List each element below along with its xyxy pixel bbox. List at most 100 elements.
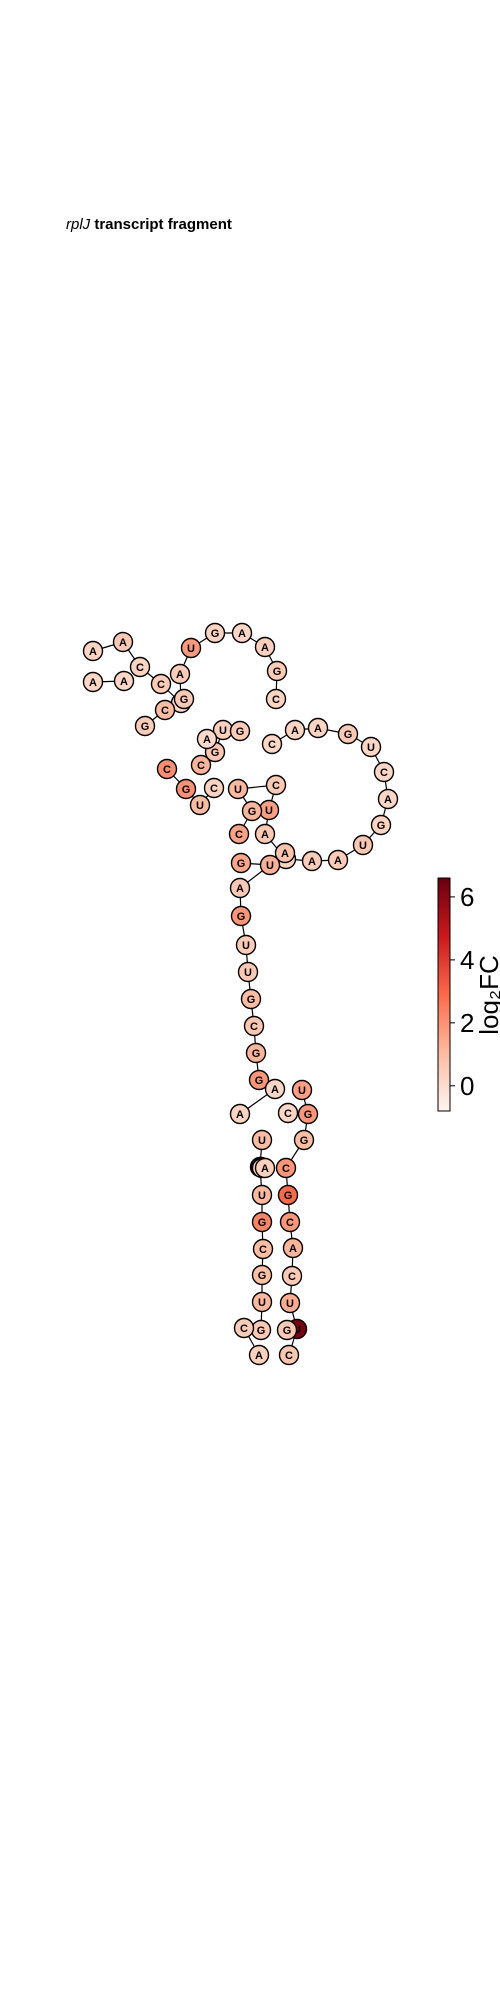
nucleotide-letter: C xyxy=(235,829,243,841)
nucleotide-circle xyxy=(230,852,252,874)
nucleotide-circle xyxy=(229,877,251,899)
nucleotide-letter: U xyxy=(367,742,375,754)
nucleotide-letter: G xyxy=(257,1325,266,1337)
nucleotide-letter: G xyxy=(211,628,220,640)
nucleotide-circle xyxy=(277,1102,299,1124)
nucleotide-circle xyxy=(82,671,104,693)
nucleotide-letter: C xyxy=(286,1217,294,1229)
nucleotide-circle xyxy=(227,778,249,800)
nucleotide-c: C xyxy=(275,1157,297,1179)
nucleotide-c: C xyxy=(261,733,283,755)
nucleotide-letter: A xyxy=(261,1163,269,1175)
nucleotide-g: G xyxy=(337,723,359,745)
nucleotide-g: G xyxy=(134,715,156,737)
nucleotide-c: C xyxy=(278,1344,300,1366)
nucleotide-a: A xyxy=(169,663,191,685)
nucleotide-c: C xyxy=(154,699,176,721)
nucleotide-letter: A xyxy=(119,637,127,649)
nucleotide-letter: C xyxy=(259,1244,267,1256)
nucleotide-circle xyxy=(129,656,151,678)
nucleotide-circle xyxy=(265,688,287,710)
nucleotide-letter: A xyxy=(289,1243,297,1255)
nucleotide-c: C xyxy=(373,761,395,783)
nucleotide-letter: U xyxy=(244,967,252,979)
nucleotide-letter: G xyxy=(237,911,246,923)
colorbar-tick-label: 4 xyxy=(460,945,474,975)
nucleotide-letter: A xyxy=(176,669,184,681)
nucleotide-circle xyxy=(243,1015,265,1037)
nucleotide-circle xyxy=(175,778,197,800)
nucleotide-circle xyxy=(248,1344,270,1366)
nucleotide-circle xyxy=(284,719,306,741)
nucleotide-letter: A xyxy=(291,725,299,737)
nucleotide-c: C xyxy=(265,688,287,710)
nucleotide-circle xyxy=(293,1129,315,1151)
title-text: transcript fragment xyxy=(90,216,232,233)
nucleotide-letter: G xyxy=(141,721,150,733)
nucleotide-letter: G xyxy=(237,858,246,870)
nucleotide-a: A xyxy=(248,1344,270,1366)
nucleotide-circle xyxy=(278,1344,300,1366)
nucleotide-letter: A xyxy=(334,855,342,867)
colorbar-tick-label: 2 xyxy=(460,1008,474,1038)
figure-title: rplJ transcript fragment xyxy=(66,216,232,233)
nucleotide-a: A xyxy=(377,788,399,810)
nucleotide-letter: A xyxy=(89,646,97,658)
nucleotide-c: C xyxy=(203,777,225,799)
nucleotide-circle xyxy=(231,622,253,644)
nucleotide-letter: C xyxy=(285,1350,293,1362)
nucleotide-circle xyxy=(277,1184,299,1206)
nucleotide-letter: A xyxy=(255,1350,263,1362)
nucleotide-circle xyxy=(245,1042,267,1064)
nucleotide-circle xyxy=(190,754,212,776)
nucleotide-letter: G xyxy=(304,1109,313,1121)
nucleotide-g: G xyxy=(230,852,252,874)
colorbar: 0 2 4 6 log₂FC xyxy=(437,877,500,1112)
nucleotide-letter: G xyxy=(236,726,245,738)
nucleotide-circle xyxy=(189,794,211,816)
nucleotide-c: C xyxy=(277,1102,299,1124)
nucleotide-letter: U xyxy=(286,1298,294,1310)
nucleotide-letter: A xyxy=(236,1109,244,1121)
nucleotide-a: A xyxy=(264,1078,286,1100)
colorbar-gradient xyxy=(437,877,451,1112)
nucleotide-nodes: AACCGAUGAAGCGCGAACGUAGCUGCCAAGUCAGUAAUAU… xyxy=(82,622,399,1366)
nucleotide-c: C xyxy=(252,1238,274,1260)
nucleotide-circle xyxy=(259,854,281,876)
nucleotide-circle xyxy=(337,723,359,745)
nucleotide-u: U xyxy=(258,799,280,821)
nucleotide-circle xyxy=(254,636,276,658)
nucleotide-u: U xyxy=(291,1079,313,1101)
nucleotide-letter: C xyxy=(272,780,280,792)
nucleotide-circle xyxy=(282,1237,304,1259)
nucleotide-circle xyxy=(264,1078,286,1100)
nucleotide-letter: G xyxy=(284,1190,293,1202)
nucleotide-letter: C xyxy=(157,679,165,691)
nucleotide-g: G xyxy=(204,622,226,644)
nucleotide-circle xyxy=(241,800,263,822)
nucleotide-letter: G xyxy=(211,747,220,759)
nucleotide-c: C xyxy=(156,758,178,780)
nucleotide-letter: C xyxy=(250,1021,258,1033)
nucleotide-a: A xyxy=(274,842,296,864)
colorbar-label: log₂FC xyxy=(474,955,500,1034)
nucleotide-a: A xyxy=(301,850,323,872)
nucleotide-u: U xyxy=(237,961,259,983)
nucleotide-a: A xyxy=(327,849,349,871)
nucleotide-letter: G xyxy=(283,1325,292,1337)
nucleotide-u: U xyxy=(259,854,281,876)
nucleotide-circle xyxy=(251,1291,273,1313)
nucleotide-letter: U xyxy=(196,800,204,812)
nucleotide-circle xyxy=(275,1157,297,1179)
nucleotide-letter: U xyxy=(266,860,274,872)
nucleotide-letter: C xyxy=(268,739,276,751)
nucleotide-c: C xyxy=(129,656,151,678)
nucleotide-letter: U xyxy=(258,1190,266,1202)
nucleotide-circle xyxy=(248,1069,270,1091)
nucleotide-circle xyxy=(229,720,251,742)
nucleotide-circle xyxy=(204,622,226,644)
nucleotide-u: U xyxy=(212,719,234,741)
nucleotide-g: G xyxy=(251,1211,273,1233)
nucleotide-letter: C xyxy=(136,662,144,674)
